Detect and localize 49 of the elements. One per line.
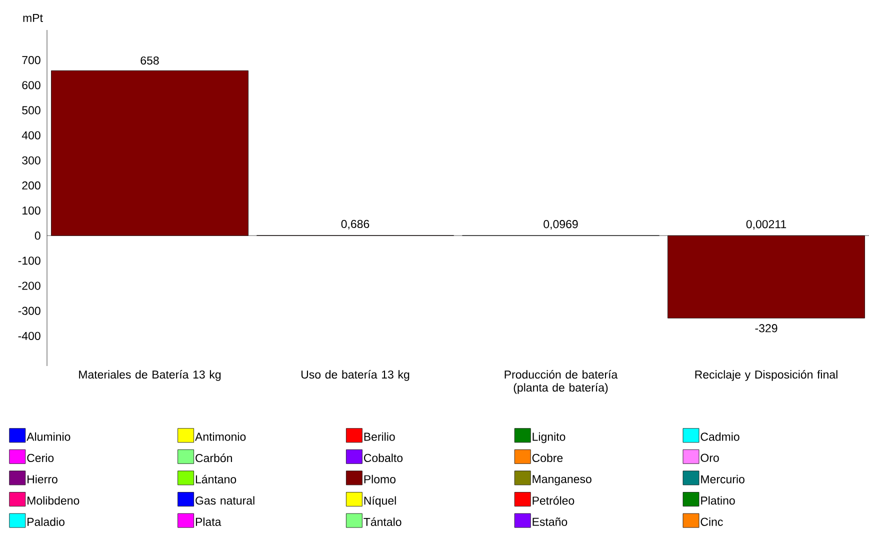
y-tick-label: 600 [22, 81, 40, 90]
y-tick-label: 0 [34, 232, 40, 240]
legend-label: Carbón [196, 454, 232, 462]
data-label: 0,0969 [544, 220, 578, 230]
legend-label: Cobalto [364, 454, 403, 462]
data-label: -329 [755, 324, 778, 332]
legend-label: Oro [700, 454, 719, 462]
legend-label: Platino [701, 496, 735, 505]
data-label: 658 [140, 56, 159, 65]
y-tick-label: -200 [18, 282, 40, 290]
legend-label: Cinc [700, 518, 723, 526]
legend-label: Gas natural [196, 496, 254, 505]
legend-label: Cerio [27, 454, 54, 462]
legend-label: Antimonio [195, 432, 246, 441]
legend-label: Petróleo [532, 496, 574, 505]
data-label: 0,686 [341, 220, 370, 230]
annotation: 0,00211 [746, 220, 786, 230]
y-tick-label: -300 [18, 306, 40, 315]
legend-label: Lignito [532, 432, 566, 444]
y-tick-label: -100 [18, 256, 40, 265]
bar [668, 235, 865, 318]
legend-label: Cobre [532, 454, 563, 462]
legend-label: Mercurio [701, 474, 744, 484]
legend-label: Berilio [364, 432, 395, 441]
y-tick-label: 300 [22, 156, 40, 164]
x-tick-label: Materiales de Batería 13 kg [79, 370, 221, 381]
x-tick-label: Producción de batería (planta de batería) [504, 370, 618, 394]
legend-label: Hierro [28, 474, 58, 484]
y-tick-label: 500 [22, 106, 40, 114]
y-tick-label: -400 [18, 332, 40, 340]
y-tick-label: 200 [22, 181, 40, 190]
legend-label: Níquel [364, 496, 396, 507]
bar [51, 70, 248, 236]
legend-label: Manganeso [532, 475, 592, 486]
legend-label: Paladio [28, 518, 64, 526]
legend-label: Plomo [364, 474, 396, 484]
legend-label: Aluminio [26, 432, 70, 441]
legend-label: Lántano [196, 474, 236, 484]
legend-label: Molibdeno [28, 496, 80, 505]
legend-label: Estaño [532, 518, 568, 526]
legend-label: Cadmio [700, 432, 740, 441]
x-tick-label: Reciclaje y Disposición final [695, 370, 838, 381]
y-tick-label: 700 [22, 56, 40, 64]
y-tick-label: 400 [22, 131, 40, 140]
y-axis-title: mPt [23, 14, 43, 22]
y-tick-label: 100 [22, 206, 40, 215]
legend-label: Tántalo [364, 517, 402, 526]
x-tick-label: Uso de batería 13 kg [301, 370, 410, 381]
legend-label: Plata [196, 518, 222, 526]
